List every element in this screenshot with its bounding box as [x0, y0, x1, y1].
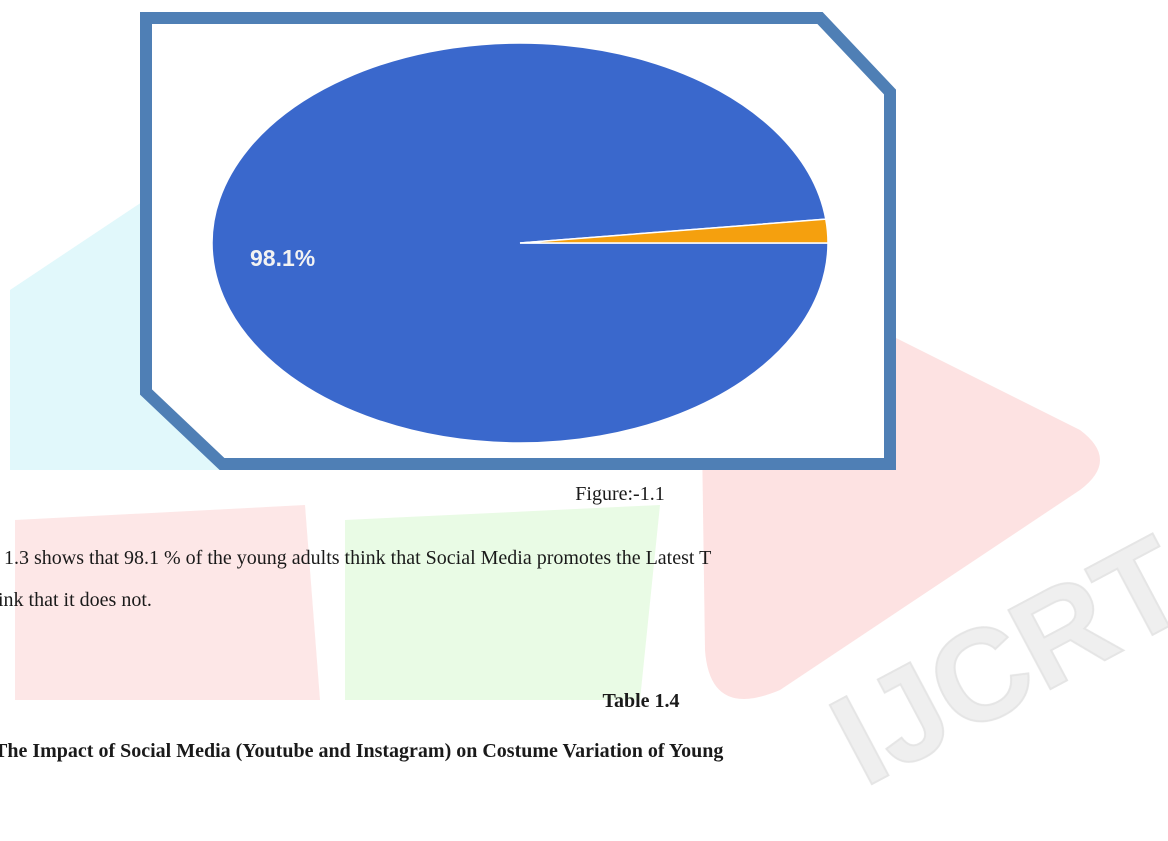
paragraph-line: ink that it does not.	[0, 589, 152, 611]
figure-caption: Figure:-1.1	[575, 483, 664, 505]
table-subtitle: The Impact of Social Media (Youtube and …	[0, 740, 723, 762]
paragraph-line: 1.3 shows that 98.1 % of the young adult…	[4, 547, 711, 569]
pie-slice	[519, 218, 829, 244]
watermark-shape	[345, 505, 660, 700]
pie-chart: 98.1%	[211, 42, 829, 444]
slice-label: 98.1%	[250, 245, 315, 271]
table-title: Table 1.4	[602, 690, 679, 712]
watermark-shape	[15, 505, 320, 700]
